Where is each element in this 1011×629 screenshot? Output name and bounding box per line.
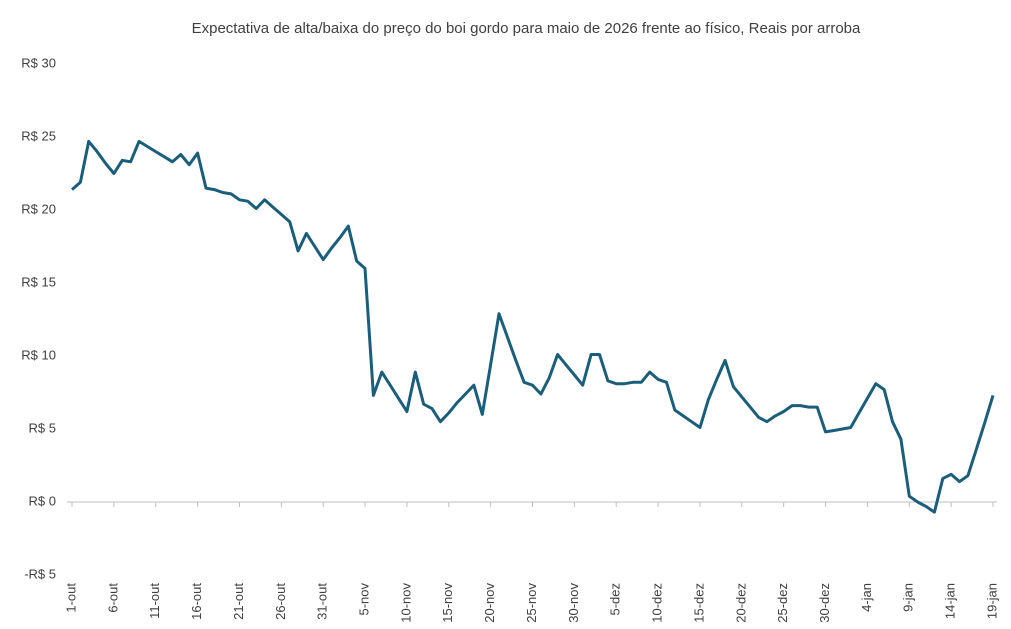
x-tick-label: 26-out xyxy=(273,583,288,620)
data-line xyxy=(71,139,995,514)
y-tick-label: R$ 25 xyxy=(21,128,56,143)
x-tick-label: 25-dez xyxy=(775,583,790,623)
chart-title: Expectativa de alta/baixa do preço do bo… xyxy=(192,20,861,37)
y-tick-label: R$ 30 xyxy=(21,55,56,70)
x-tick-label: 10-nov xyxy=(398,583,413,623)
x-tick-label: 5-nov xyxy=(356,583,371,616)
x-tick-label: 30-dez xyxy=(817,583,832,623)
y-tick-label: R$ 15 xyxy=(21,274,56,289)
y-tick-label: R$ 0 xyxy=(29,493,56,508)
x-tick-label: 21-out xyxy=(231,583,246,620)
x-tick-label: 31-out xyxy=(315,583,330,620)
y-tick-label: -R$ 5 xyxy=(24,566,56,581)
y-tick-label: R$ 20 xyxy=(21,201,56,216)
x-tick-label: 19-jan xyxy=(984,583,999,619)
x-tick-label: 20-nov xyxy=(482,583,497,623)
x-tick-label: 10-dez xyxy=(650,583,665,623)
x-tick-label: 11-out xyxy=(147,583,162,619)
x-tick-label: 1-out xyxy=(63,583,78,613)
x-tick-label: 25-nov xyxy=(524,583,539,623)
x-tick-label: 20-dez xyxy=(733,583,748,623)
x-tick-label: 4-jan xyxy=(859,583,874,612)
x-tick-label: 16-out xyxy=(189,583,204,620)
x-tick-label: 5-dez xyxy=(608,583,623,616)
x-tick-label: 14-jan xyxy=(943,583,958,619)
x-tick-label: 6-out xyxy=(105,583,120,613)
x-tick-label: 9-jan xyxy=(901,583,916,612)
x-tick-label: 30-nov xyxy=(566,583,581,623)
x-tick-label: 15-nov xyxy=(440,583,455,623)
x-tick-label: 15-dez xyxy=(691,583,706,623)
y-tick-label: R$ 5 xyxy=(29,420,56,435)
y-tick-label: R$ 10 xyxy=(21,347,56,362)
